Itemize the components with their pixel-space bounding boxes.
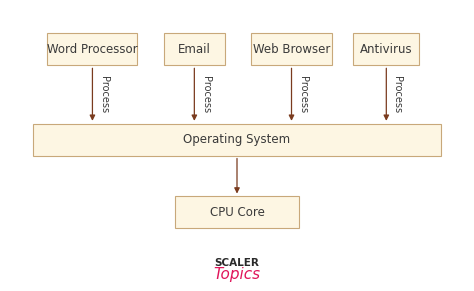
Text: CPU Core: CPU Core bbox=[210, 206, 264, 219]
FancyBboxPatch shape bbox=[164, 33, 225, 65]
Text: Process: Process bbox=[99, 76, 109, 113]
Text: Process: Process bbox=[298, 76, 308, 113]
Text: Antivirus: Antivirus bbox=[360, 43, 413, 56]
FancyBboxPatch shape bbox=[33, 124, 441, 156]
Text: Word Processor: Word Processor bbox=[47, 43, 138, 56]
Text: Topics: Topics bbox=[213, 267, 261, 283]
FancyBboxPatch shape bbox=[251, 33, 332, 65]
Text: Email: Email bbox=[178, 43, 211, 56]
Text: Process: Process bbox=[201, 76, 210, 113]
FancyBboxPatch shape bbox=[353, 33, 419, 65]
Text: Operating System: Operating System bbox=[183, 133, 291, 146]
FancyBboxPatch shape bbox=[47, 33, 137, 65]
FancyBboxPatch shape bbox=[175, 196, 299, 228]
Text: Process: Process bbox=[392, 76, 402, 113]
Text: SCALER: SCALER bbox=[215, 258, 259, 268]
Text: Web Browser: Web Browser bbox=[253, 43, 330, 56]
